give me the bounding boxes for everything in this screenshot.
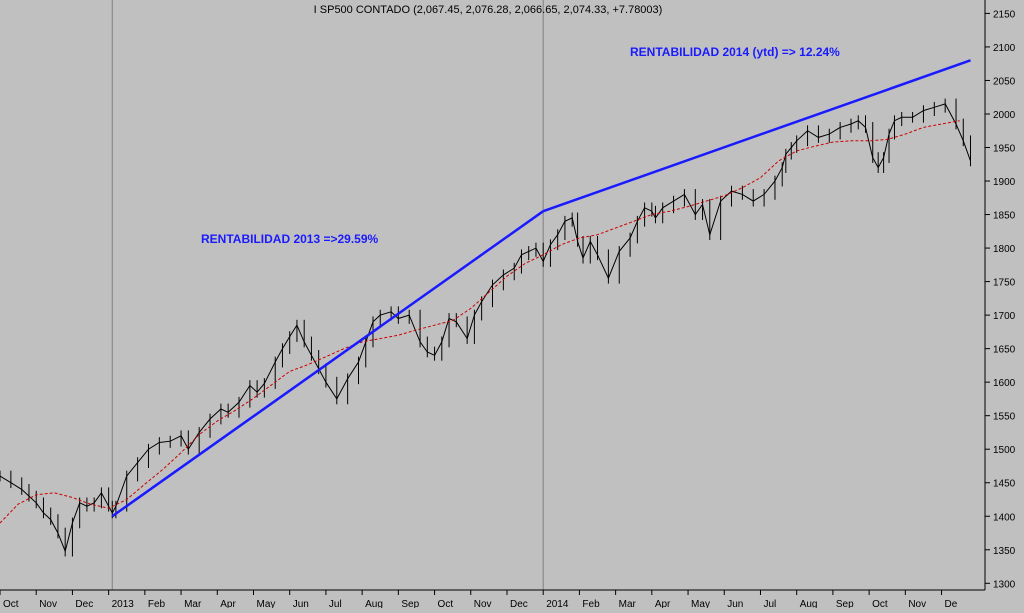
trendline-2 <box>111 210 544 518</box>
annotation-2014-return: RENTABILIDAD 2014 (ytd) => 12.24% <box>630 45 840 59</box>
y-tick-label: 2100 <box>993 43 1016 54</box>
x-tick-label: Jul <box>763 599 776 608</box>
x-tick-label: Mar <box>184 599 202 608</box>
x-tick-label: Nov <box>474 599 492 608</box>
y-tick-label: 2000 <box>993 110 1016 121</box>
trendline-3 <box>542 59 971 213</box>
x-tick-label: De <box>945 599 958 608</box>
x-tick-label: Jun <box>727 599 743 608</box>
y-tick-label: 1350 <box>993 546 1016 557</box>
y-tick-label: 1500 <box>993 445 1016 456</box>
x-tick-label: Jul <box>329 599 342 608</box>
y-tick-label: 1900 <box>993 177 1016 188</box>
y-tick-label: 1300 <box>993 579 1016 590</box>
series-layer <box>0 59 972 557</box>
x-tick-label: Apr <box>220 599 236 608</box>
y-tick-label: 2050 <box>993 76 1016 87</box>
y-axis: 1300 1350 1400 1450 1500 1550 1600 1650 1700 1750… <box>984 0 1024 608</box>
x-tick-label: Dec <box>75 599 93 608</box>
x-tick-label: Sep <box>401 599 419 608</box>
x-tick-label: Jun <box>293 599 309 608</box>
y-tick-label: 1650 <box>993 345 1016 356</box>
y-tick-label: 1850 <box>993 211 1016 222</box>
x-tick-label: Aug <box>365 599 383 608</box>
y-tick-label: 1550 <box>993 412 1016 423</box>
x-tick-label: Apr <box>655 599 671 608</box>
x-tick-label: Feb <box>148 599 166 608</box>
x-axis-band <box>0 590 1024 608</box>
x-tick-label: Nov <box>908 599 926 608</box>
y-axis-band <box>985 0 1024 608</box>
x-tick-label: Nov <box>39 599 57 608</box>
chart-title: I SP500 CONTADO (2,067.45, 2,076.28, 2,0… <box>314 4 663 16</box>
x-tick-label: Mar <box>619 599 637 608</box>
annotation-2013-return: RENTABILIDAD 2013 =>29.59% <box>201 232 379 246</box>
year-separators <box>111 0 544 590</box>
x-tick-label: Feb <box>582 599 600 608</box>
x-tick-label: May <box>256 599 275 608</box>
x-tick-label: Aug <box>800 599 818 608</box>
price-line <box>0 103 971 553</box>
y-tick-label: 1950 <box>993 144 1016 155</box>
y-tick-label: 1700 <box>993 311 1016 322</box>
y-tick-label: 1600 <box>993 378 1016 389</box>
y-tick-label: 1750 <box>993 278 1016 289</box>
x-tick-label: 2013 <box>112 599 135 608</box>
x-tick-label: Oct <box>3 599 19 608</box>
x-tick-label: 2014 <box>546 599 569 608</box>
x-axis: Oct Nov Dec 2013 Feb Mar Apr May Jun Jul Aug Sep Oct… <box>0 589 1024 610</box>
x-tick-label: Sep <box>836 599 854 608</box>
y-tick-label: 1450 <box>993 479 1016 490</box>
y-tick-label: 2150 <box>993 9 1016 20</box>
y-tick-label: 1800 <box>993 244 1016 255</box>
x-tick-label: Dec <box>510 599 528 608</box>
x-tick-label: May <box>691 599 710 608</box>
y-tick-label: 1400 <box>993 512 1016 523</box>
x-tick-label: Oct <box>438 599 454 608</box>
x-tick-label: Oct <box>872 599 888 608</box>
